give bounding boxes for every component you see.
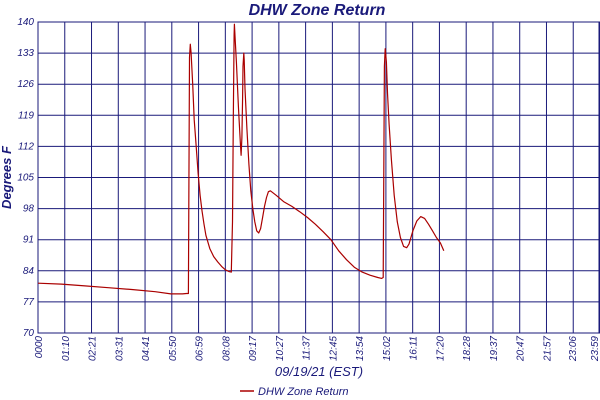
y-tick-label: 112 <box>18 141 34 152</box>
x-tick-label: 13:54 <box>355 336 366 361</box>
x-tick-label: 11:37 <box>302 336 313 361</box>
y-tick-label: 126 <box>17 79 34 90</box>
x-tick-label: 16:11 <box>409 336 420 360</box>
y-tick-label: 98 <box>23 204 35 215</box>
x-tick-label: 17:20 <box>435 336 446 361</box>
legend-label: DHW Zone Return <box>258 386 348 398</box>
x-tick-label: 0000 <box>34 336 45 359</box>
series-line-dhw-zone-return <box>37 23 445 295</box>
x-axis-label: 09/19/21 (EST) <box>275 364 363 379</box>
x-tick-label: 19:37 <box>489 336 500 361</box>
x-tick-label: 20:47 <box>516 336 527 362</box>
x-tick-label: 23:59 <box>590 336 600 362</box>
y-tick-label: 70 <box>23 328 35 339</box>
y-tick-label: 84 <box>23 266 35 277</box>
x-tick-label: 06:59 <box>195 336 206 361</box>
x-tick-label: 05:50 <box>168 336 179 361</box>
x-tick-label: 23:06 <box>568 336 579 362</box>
x-tick-label: 15:02 <box>382 336 393 361</box>
chart-title: DHW Zone Return <box>249 2 386 19</box>
x-tick-label: 04:41 <box>141 336 152 361</box>
y-axis-label: Degrees F <box>0 145 14 209</box>
y-tick-label: 119 <box>18 110 34 121</box>
x-tick-label: 21:57 <box>542 336 553 362</box>
x-tick-label: 01:10 <box>61 336 72 361</box>
x-tick-label: 02:21 <box>88 336 99 361</box>
y-tick-label: 140 <box>17 17 34 28</box>
x-tick-label: 12:45 <box>328 336 339 361</box>
y-tick-label: 105 <box>17 173 34 184</box>
x-tick-label: 10:27 <box>275 336 286 361</box>
x-tick-label: 03:31 <box>114 336 125 361</box>
y-tick-label: 133 <box>17 48 34 59</box>
x-tick-label: 18:28 <box>462 336 473 361</box>
x-tick-label: 09:17 <box>248 336 259 361</box>
y-tick-label: 77 <box>23 297 35 308</box>
y-tick-label: 91 <box>23 235 34 246</box>
x-tick-label: 08:08 <box>221 336 232 361</box>
